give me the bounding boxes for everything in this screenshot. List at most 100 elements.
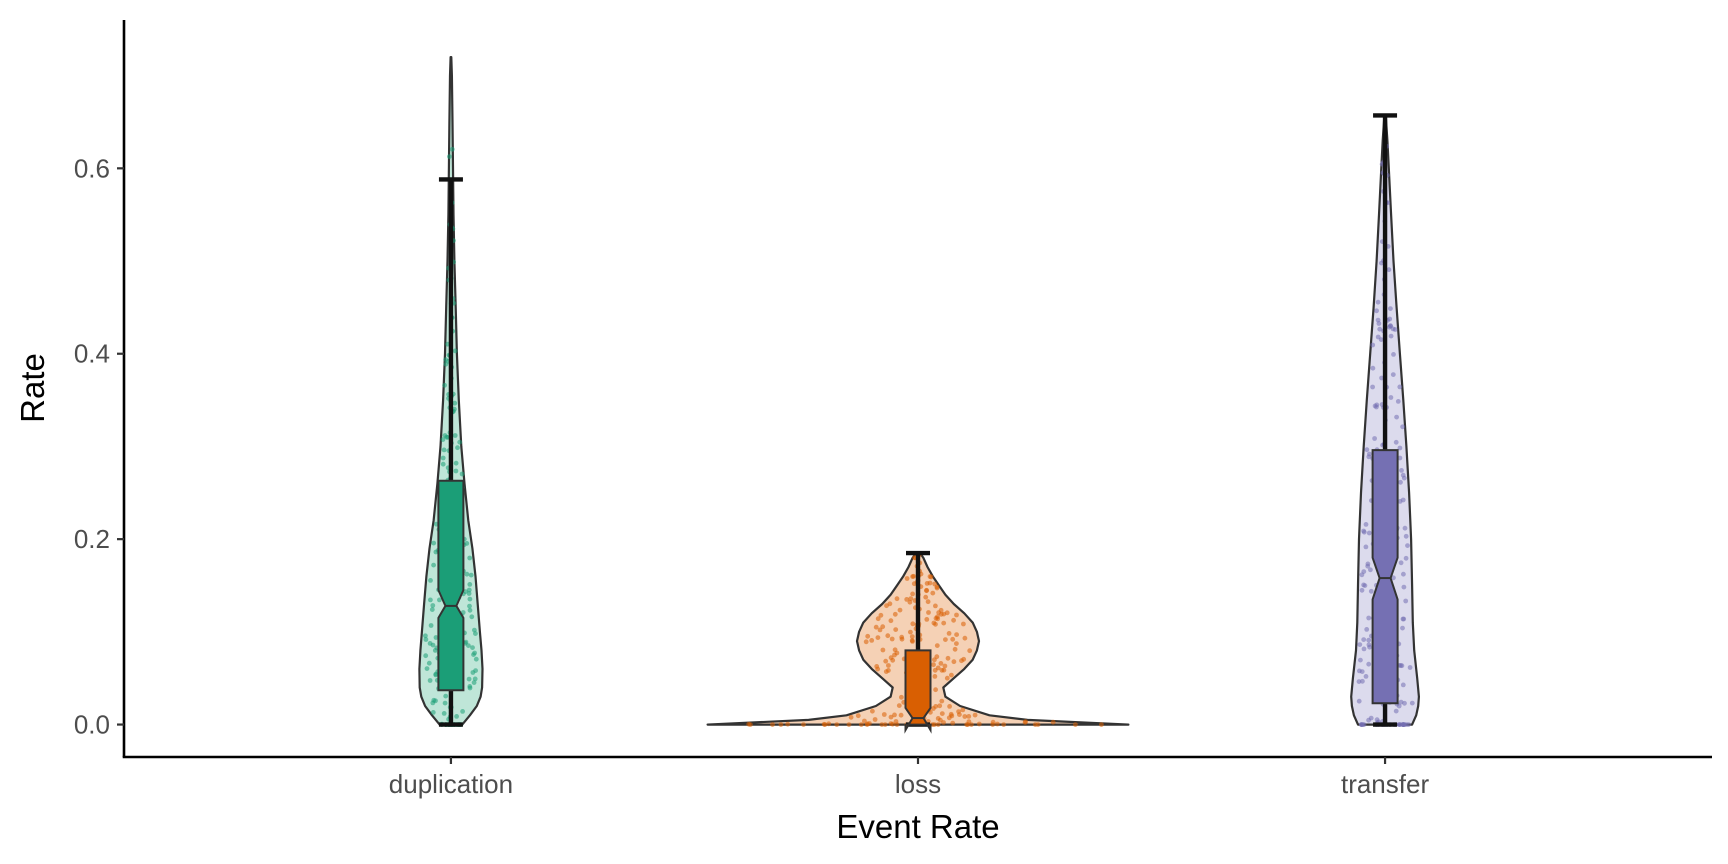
jitter-point-loss	[897, 607, 903, 613]
jitter-point-loss	[933, 704, 939, 709]
jitter-point-loss	[932, 581, 938, 587]
jitter-point-duplication	[464, 571, 470, 577]
jitter-point-loss	[951, 617, 956, 623]
jitter-point-transfer	[1376, 321, 1382, 326]
jitter-point-duplication	[428, 578, 433, 583]
jitter-point-duplication	[452, 348, 458, 354]
jitter-point-duplication	[433, 549, 439, 555]
jitter-point-loss	[904, 597, 910, 602]
jitter-point-loss	[880, 624, 886, 630]
jitter-point-transfer	[1397, 445, 1403, 451]
jitter-point-transfer	[1366, 717, 1371, 723]
jitter-point-loss	[964, 722, 970, 727]
jitter-point-transfer	[1386, 267, 1392, 273]
jitter-point-transfer	[1363, 544, 1369, 550]
jitter-point-loss	[864, 722, 870, 727]
jitter-point-loss	[995, 721, 1000, 727]
jitter-point-duplication	[442, 382, 447, 388]
jitter-point-loss	[912, 555, 917, 561]
jitter-point-loss	[879, 722, 885, 727]
jitter-point-loss	[872, 717, 878, 722]
jitter-point-loss	[924, 617, 930, 622]
jitter-point-loss	[967, 648, 973, 654]
jitter-point-loss	[846, 722, 852, 727]
jitter-point-loss	[949, 672, 954, 678]
jitter-point-transfer	[1397, 455, 1403, 461]
jitter-point-transfer	[1361, 637, 1367, 642]
jitter-point-transfer	[1392, 327, 1398, 332]
box-transfer	[1371, 449, 1399, 705]
jitter-point-loss	[865, 633, 871, 639]
jitter-point-loss	[869, 638, 875, 643]
jitter-point-duplication	[433, 672, 439, 678]
jitter-point-loss	[932, 674, 938, 679]
jitter-point-duplication	[442, 433, 448, 438]
jitter-point-transfer	[1367, 451, 1372, 457]
jitter-point-loss	[931, 662, 936, 668]
jitter-point-duplication	[447, 154, 452, 160]
jitter-point-transfer	[1372, 436, 1377, 441]
jitter-point-loss	[785, 721, 791, 727]
jitter-point-loss	[898, 712, 904, 718]
jitter-point-loss	[893, 719, 899, 724]
jitter-point-duplication	[468, 572, 474, 578]
x-tick-label: loss	[895, 769, 941, 799]
jitter-point-duplication	[442, 700, 448, 706]
jitter-point-loss	[1023, 719, 1028, 724]
jitter-point-transfer	[1377, 326, 1383, 332]
jitter-point-duplication	[453, 468, 459, 474]
jitter-point-loss	[801, 722, 806, 727]
jitter-point-transfer	[1366, 530, 1372, 536]
jitter-point-loss	[873, 624, 879, 630]
jitter-point-transfer	[1362, 583, 1368, 588]
jitter-point-duplication	[433, 635, 439, 640]
jitter-point-transfer	[1361, 529, 1367, 535]
jitter-point-transfer	[1400, 472, 1406, 478]
x-axis-title: Event Rate	[836, 808, 999, 845]
jitter-point-loss	[855, 713, 861, 719]
jitter-point-transfer	[1403, 598, 1409, 604]
jitter-point-duplication	[469, 614, 475, 620]
jitter-point-loss	[939, 667, 945, 673]
jitter-point-loss	[931, 620, 937, 626]
jitter-point-duplication	[423, 633, 428, 639]
jitter-point-loss	[909, 638, 915, 643]
jitter-point-loss	[1073, 722, 1078, 727]
jitter-point-transfer	[1356, 679, 1362, 684]
jitter-point-duplication	[437, 597, 442, 603]
jitter-point-loss	[875, 666, 881, 672]
jitter-point-transfer	[1375, 299, 1381, 305]
jitter-point-loss	[924, 588, 929, 594]
jitter-point-duplication	[428, 597, 433, 603]
y-axis-title: Rate	[14, 353, 51, 423]
jitter-point-duplication	[466, 643, 471, 648]
jitter-point-loss	[962, 635, 968, 641]
jitter-point-duplication	[452, 400, 458, 406]
jitter-point-transfer	[1393, 708, 1399, 714]
jitter-point-duplication	[460, 709, 465, 714]
jitter-point-loss	[911, 581, 917, 587]
jitter-point-loss	[938, 717, 943, 723]
jitter-point-transfer	[1379, 375, 1384, 381]
jitter-point-duplication	[459, 471, 465, 477]
jitter-point-loss	[939, 711, 945, 716]
box-duplication	[437, 479, 465, 692]
jitter-point-duplication	[431, 540, 437, 546]
x-ticks: duplication loss transfer	[389, 757, 1429, 799]
jitter-point-transfer	[1402, 525, 1408, 531]
jitter-point-transfer	[1361, 722, 1367, 727]
jitter-point-loss	[908, 629, 913, 635]
jitter-point-duplication	[432, 648, 438, 653]
jitter-point-loss	[930, 590, 936, 596]
jitter-point-loss	[1050, 719, 1056, 725]
jitter-point-transfer	[1401, 584, 1407, 590]
jitter-point-transfer	[1366, 637, 1372, 643]
jitter-point-duplication	[463, 639, 469, 645]
jitter-point-loss	[945, 655, 951, 661]
jitter-point-duplication	[440, 461, 446, 467]
jitter-point-duplication	[427, 678, 433, 683]
jitter-point-transfer	[1357, 642, 1363, 647]
jitter-point-loss	[888, 714, 894, 720]
box-loss	[904, 649, 932, 734]
